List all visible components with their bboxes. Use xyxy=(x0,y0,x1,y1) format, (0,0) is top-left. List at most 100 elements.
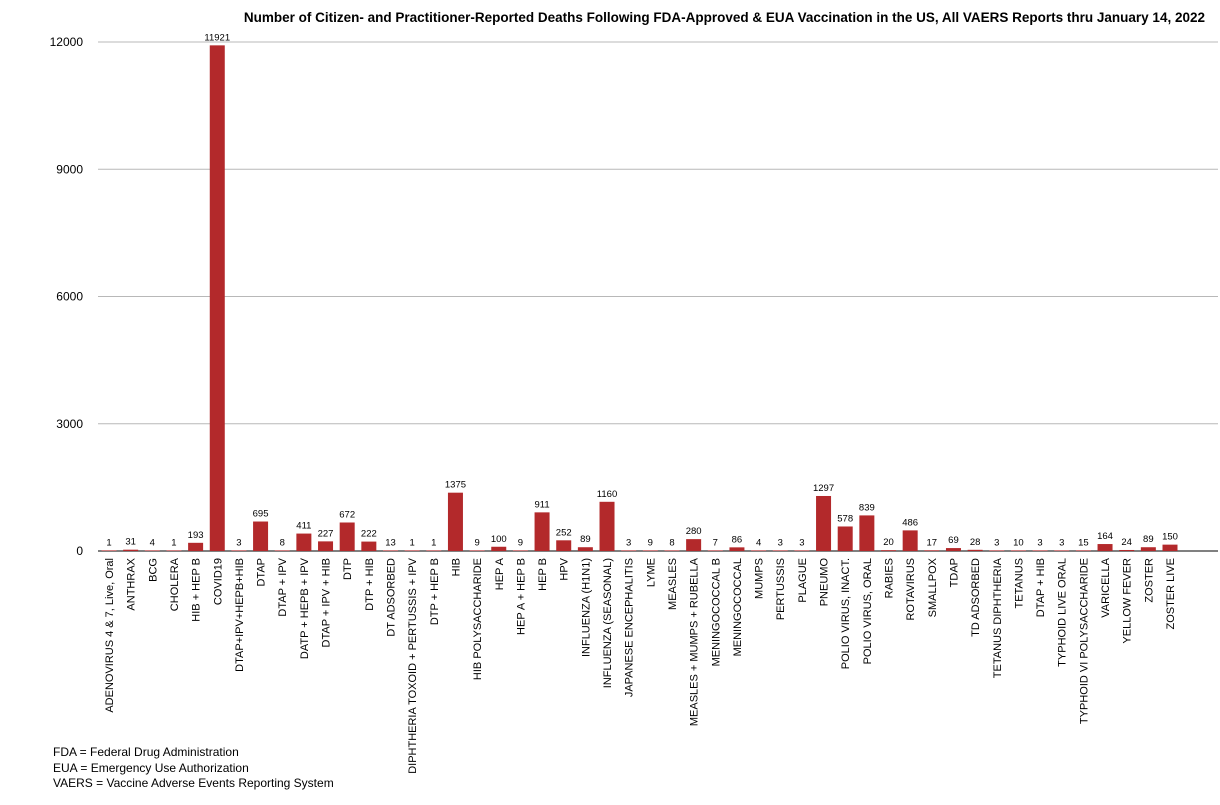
footnotes: FDA = Federal Drug Administration EUA = … xyxy=(53,745,334,792)
footnote-fda: FDA = Federal Drug Administration xyxy=(53,745,239,759)
bar xyxy=(729,547,745,551)
data-label: 9 xyxy=(648,537,653,548)
data-label: 411 xyxy=(296,521,311,532)
bar xyxy=(945,548,961,551)
x-tick-label: DATP + HEPB + IPV xyxy=(299,557,311,659)
bar xyxy=(751,550,767,551)
x-tick-label: HEP A xyxy=(494,557,506,590)
y-axis-ticks: 0 3000 6000 9000 12000 xyxy=(50,35,84,558)
data-label: 3 xyxy=(1037,537,1042,548)
bar xyxy=(902,530,918,551)
bar xyxy=(967,549,983,551)
data-label: 1297 xyxy=(813,483,834,494)
x-tick-label: LYME xyxy=(645,558,657,587)
bar xyxy=(924,550,940,551)
data-label: 1375 xyxy=(445,480,466,491)
x-tick-label: MENINGOCOCCAL B xyxy=(710,558,722,666)
bar xyxy=(447,492,463,551)
y-tick-label-6000: 6000 xyxy=(56,290,83,304)
data-label: 89 xyxy=(1143,534,1154,545)
x-tick-label: YELLOW FEVER xyxy=(1122,558,1134,644)
data-label: 20 xyxy=(883,537,894,548)
x-axis-ticks: ADENOVIRUS 4 & 7, Live, Oral ANTHRAX BCG CH… xyxy=(104,557,1177,773)
bar xyxy=(556,540,572,551)
x-tick-label: INFLUENZA (H1N1) xyxy=(580,558,592,657)
data-label: 280 xyxy=(686,526,702,537)
x-tick-label: JAPANESE ENCEPHALITIS xyxy=(624,558,636,697)
bar xyxy=(253,521,269,551)
x-tick-label: HPV xyxy=(559,557,571,580)
x-tick-label: TYPHOID VI POLYSACCHARIDE xyxy=(1078,558,1090,724)
x-tick-label: HEP B xyxy=(537,558,549,591)
bar xyxy=(772,550,788,551)
bar xyxy=(1140,547,1156,551)
data-label: 11921 xyxy=(204,32,230,43)
x-tick-label: VARICELLA xyxy=(1100,557,1112,617)
data-label: 8 xyxy=(669,537,674,548)
x-tick-label: DTAP + IPV + HIB xyxy=(321,558,333,647)
chart-title: Number of Citizen- and Practitioner-Repo… xyxy=(244,10,1205,25)
y-tick-label-9000: 9000 xyxy=(56,162,83,176)
x-tick-label: CHOLERA xyxy=(169,557,181,611)
bar xyxy=(1119,549,1135,551)
data-label: 13 xyxy=(385,537,396,548)
bar xyxy=(274,550,290,551)
bars xyxy=(101,45,1178,551)
x-tick-label: PNEUMO xyxy=(819,558,831,607)
x-tick-label: SMALLPOX xyxy=(927,557,939,617)
data-label: 69 xyxy=(948,535,959,546)
bar xyxy=(859,515,875,551)
data-label: 578 xyxy=(837,513,853,524)
bar xyxy=(404,550,420,551)
bar xyxy=(1162,544,1178,551)
bar xyxy=(188,542,204,551)
data-label: 486 xyxy=(902,517,918,528)
bar xyxy=(296,533,312,551)
x-tick-label: MENINGOCOCCAL xyxy=(732,558,744,656)
bar xyxy=(686,539,702,551)
data-label: 164 xyxy=(1097,531,1113,542)
bar xyxy=(621,550,637,551)
bar xyxy=(101,550,117,551)
gridlines xyxy=(98,41,1218,552)
x-tick-label: MUMPS xyxy=(754,558,766,599)
x-tick-label: PERTUSSIS xyxy=(775,558,787,620)
data-label: 3 xyxy=(799,537,804,548)
bar xyxy=(426,550,442,551)
data-label: 839 xyxy=(859,502,875,513)
bar xyxy=(1032,550,1048,551)
x-tick-label: DTAP+IPV+HEPB+HIB xyxy=(234,558,246,672)
data-label: 4 xyxy=(756,537,761,548)
data-label: 3 xyxy=(236,537,241,548)
bar xyxy=(1010,550,1026,551)
footnote-vaers: VAERS = Vaccine Adverse Events Reporting… xyxy=(53,776,334,790)
x-tick-label: DTAP xyxy=(256,558,268,587)
x-tick-label: POLIO VIRUS, INACT. xyxy=(840,558,852,669)
x-tick-label: HIB + HEP B xyxy=(191,558,203,622)
x-tick-label: POLIO VIRUS, ORAL xyxy=(862,558,874,664)
bar xyxy=(318,541,334,551)
bar xyxy=(1054,550,1070,551)
x-tick-label: TDAP xyxy=(948,558,960,587)
data-label: 3 xyxy=(626,537,631,548)
bar xyxy=(1097,544,1113,551)
x-tick-label: ZOSTER LIVE xyxy=(1165,558,1177,630)
x-tick-label: RABIES xyxy=(884,558,896,598)
bar xyxy=(707,550,723,551)
bar xyxy=(491,546,507,551)
y-tick-label-0: 0 xyxy=(76,544,83,558)
data-label: 3 xyxy=(778,537,783,548)
footnote-eua: EUA = Emergency Use Authorization xyxy=(53,760,249,775)
y-tick-label-3000: 3000 xyxy=(56,417,83,431)
x-tick-label: DTP xyxy=(342,558,354,580)
bar xyxy=(469,550,485,551)
data-label: 695 xyxy=(253,509,269,520)
data-label: 9 xyxy=(518,537,523,548)
data-label: 89 xyxy=(580,534,591,545)
bar xyxy=(664,550,680,551)
data-label: 911 xyxy=(534,499,549,510)
data-label: 1 xyxy=(106,537,111,548)
bar xyxy=(794,550,810,551)
data-label: 227 xyxy=(318,528,334,539)
